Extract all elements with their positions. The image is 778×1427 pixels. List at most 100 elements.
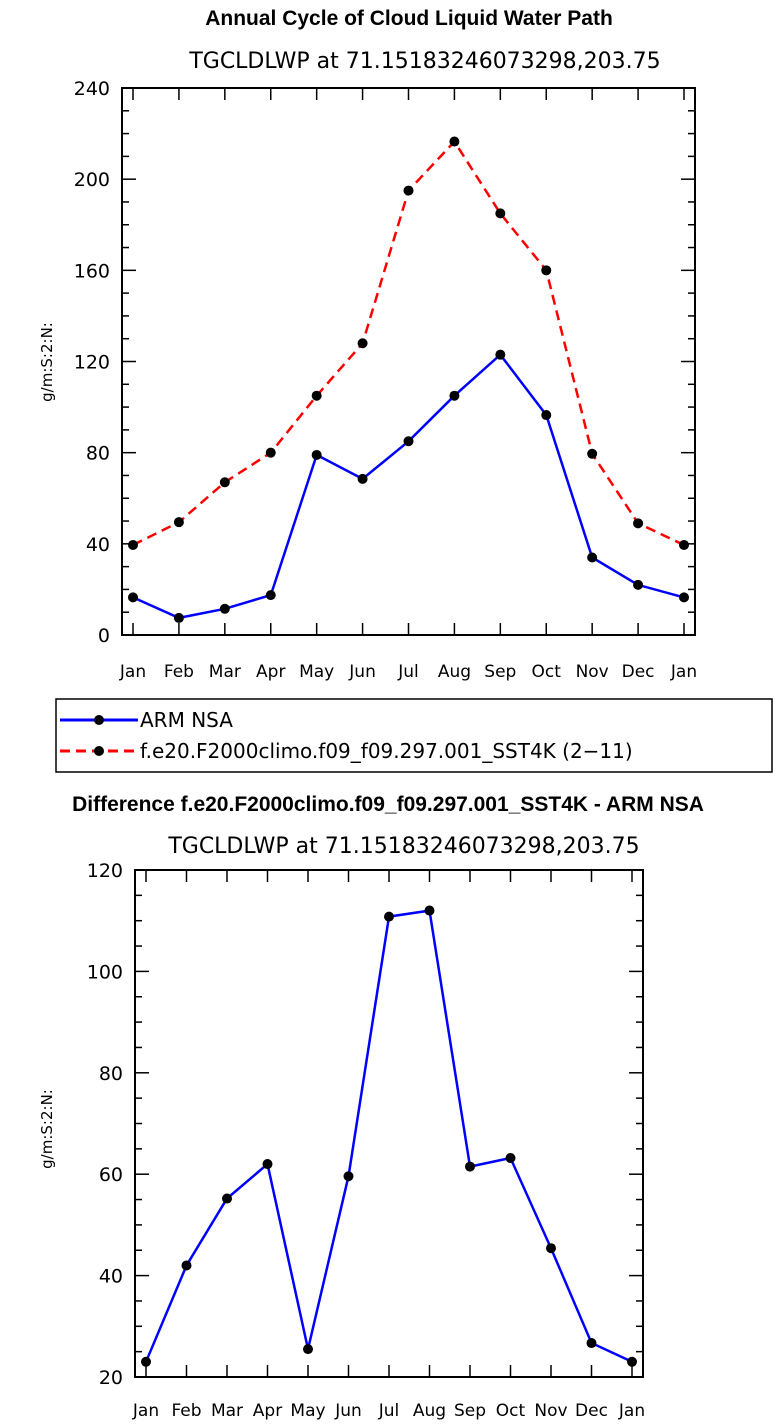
- data-point: [265, 590, 276, 601]
- x-tick-label: May: [299, 662, 334, 682]
- chart-title: Difference f.e20.F2000climo.f09_f09.297.…: [72, 793, 704, 816]
- series-lines: [144, 909, 633, 1363]
- x-tick-label: Feb: [164, 662, 194, 682]
- data-point: [424, 905, 435, 916]
- data-point: [265, 447, 276, 458]
- y-tick-label: 120: [74, 352, 110, 374]
- data-point: [141, 1356, 151, 1367]
- y-tick-labels: 20 40 60 80 100 120: [87, 860, 123, 1389]
- x-tick-label: Feb: [171, 1401, 201, 1421]
- y-tick-labels: 0 40 80 120 160 200 240: [74, 78, 110, 647]
- data-point: [219, 477, 230, 488]
- data-point: [311, 390, 322, 401]
- legend-marker-arm-nsa: [94, 715, 104, 725]
- x-tick-label: Apr: [256, 662, 285, 682]
- data-point: [679, 539, 689, 550]
- x-tick-labels: Jan Feb Mar Apr May Jun Jul Aug Sep Oct Nov Dec Jan: [132, 1401, 645, 1421]
- data-point: [495, 208, 506, 219]
- series-lines: [132, 139, 685, 620]
- series-points: [141, 905, 637, 1367]
- axis-ticks: [122, 87, 695, 636]
- data-point: [173, 517, 184, 528]
- legend: ARM NSA f.e20.F2000climo.f09_f09.297.001…: [55, 698, 773, 773]
- series-points: [128, 136, 689, 623]
- data-point: [505, 1152, 516, 1163]
- x-tick-label: Nov: [534, 1401, 567, 1421]
- data-point: [465, 1161, 475, 1172]
- x-tick-label: Mar: [209, 662, 241, 682]
- y-tick-label: 40: [99, 1266, 123, 1288]
- x-tick-label: Jun: [334, 1401, 362, 1421]
- data-point: [343, 1171, 354, 1182]
- data-point: [219, 603, 230, 614]
- series-line-0: [144, 909, 633, 1363]
- x-tick-label: Jul: [397, 662, 419, 682]
- y-tick-label: 80: [86, 443, 110, 465]
- difference-chart: Difference f.e20.F2000climo.f09_f09.297.…: [38, 793, 704, 1421]
- y-tick-label: 60: [99, 1164, 123, 1186]
- data-point: [173, 612, 184, 623]
- legend-box: [55, 698, 773, 773]
- data-point: [403, 436, 414, 447]
- data-point: [303, 1344, 313, 1355]
- x-tick-label: May: [290, 1401, 325, 1421]
- chart-title: Annual Cycle of Cloud Liquid Water Path: [205, 7, 613, 30]
- y-tick-label: 120: [87, 860, 123, 882]
- series-line-0: [132, 352, 685, 620]
- data-point: [633, 518, 644, 529]
- x-tick-label: Mar: [211, 1401, 243, 1421]
- chart-subtitle: TGCLDLWP at 71.15183246073298,203.75: [188, 49, 660, 74]
- x-tick-label: Jan: [670, 662, 697, 682]
- data-point: [128, 539, 138, 550]
- y-tick-label: 40: [86, 534, 110, 556]
- x-tick-label: Aug: [413, 1401, 446, 1421]
- data-point: [627, 1356, 637, 1367]
- x-tick-label: Jan: [618, 1401, 645, 1421]
- y-axis-label: g/m:S:2:N:: [38, 322, 56, 402]
- data-point: [181, 1260, 192, 1271]
- x-tick-label: Apr: [253, 1401, 282, 1421]
- data-point: [384, 911, 394, 922]
- y-axis-label: g/m:S:2:N:: [38, 1089, 56, 1169]
- y-tick-label: 80: [99, 1063, 123, 1085]
- x-tick-label: Jan: [119, 662, 146, 682]
- data-point: [633, 579, 644, 590]
- data-point: [541, 410, 552, 421]
- x-tick-label: Jan: [132, 1401, 159, 1421]
- legend-marker-model: [94, 746, 104, 756]
- x-tick-label: Oct: [532, 662, 562, 682]
- chart-subtitle: TGCLDLWP at 71.15183246073298,203.75: [167, 834, 639, 859]
- data-point: [587, 448, 598, 459]
- x-tick-label: Jul: [378, 1401, 400, 1421]
- x-tick-label: Sep: [454, 1401, 486, 1421]
- x-tick-label: Sep: [484, 662, 516, 682]
- x-tick-labels: Jan Feb Mar Apr May Jun Jul Aug Sep Oct Nov Dec Jan: [119, 662, 697, 682]
- x-tick-label: Jun: [348, 662, 376, 682]
- data-point: [311, 449, 322, 460]
- data-point: [495, 349, 506, 360]
- legend-label-arm-nsa: ARM NSA: [140, 708, 233, 732]
- data-point: [222, 1193, 232, 1204]
- plot-frame: [134, 869, 644, 1378]
- y-tick-label: 200: [74, 169, 110, 191]
- data-point: [546, 1243, 556, 1254]
- data-point: [586, 1338, 597, 1349]
- y-tick-label: 0: [98, 625, 110, 647]
- x-tick-label: Nov: [576, 662, 609, 682]
- data-point: [403, 185, 414, 196]
- data-point: [449, 136, 460, 147]
- y-tick-label: 160: [74, 260, 110, 282]
- series-line-1: [132, 139, 685, 547]
- data-point: [128, 592, 138, 603]
- data-point: [357, 473, 368, 484]
- y-tick-label: 20: [99, 1367, 123, 1389]
- data-point: [679, 592, 689, 603]
- data-point: [541, 265, 552, 276]
- plot-frame: [121, 87, 696, 636]
- data-point: [262, 1159, 273, 1170]
- y-tick-label: 240: [74, 78, 110, 100]
- y-tick-label: 100: [87, 961, 123, 983]
- legend-label-model: f.e20.F2000climo.f09_f09.297.001_SST4K (…: [140, 739, 633, 763]
- x-tick-label: Dec: [575, 1401, 608, 1421]
